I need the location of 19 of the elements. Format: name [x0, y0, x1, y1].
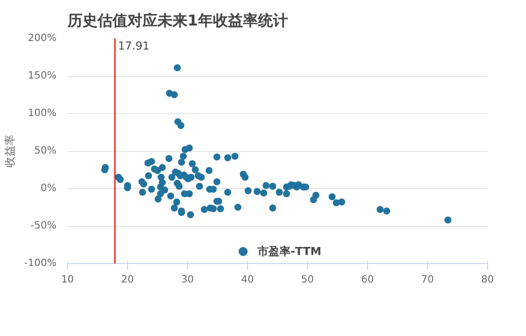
x-tick-label: 60	[361, 274, 374, 286]
ref-line-label: 17.91	[118, 40, 150, 52]
y-tick-label: 200%	[28, 33, 57, 44]
x-tick-label: 40	[241, 274, 254, 286]
y-tick-label: 50%	[34, 146, 57, 156]
y-tick-label: 0%	[40, 183, 57, 194]
x-tick-label: 50	[301, 274, 314, 286]
y-tick-label: -50%	[30, 220, 57, 232]
legend-label: 市盈率-TTM	[258, 244, 322, 258]
chart-title: 历史估值对应未来1年收益率统计	[66, 12, 288, 30]
y-tick-label: -100%	[24, 258, 57, 269]
y-tick-label: 100%	[28, 108, 57, 119]
x-tick-label: 20	[121, 274, 134, 286]
x-tick-label: 30	[181, 274, 194, 286]
y-axis-title: 收益率	[3, 134, 16, 168]
x-tick-label: 80	[481, 274, 494, 286]
x-tick-label: 10	[61, 274, 74, 286]
y-tick-label: 150%	[28, 70, 57, 82]
x-tick-label: 70	[421, 274, 434, 286]
